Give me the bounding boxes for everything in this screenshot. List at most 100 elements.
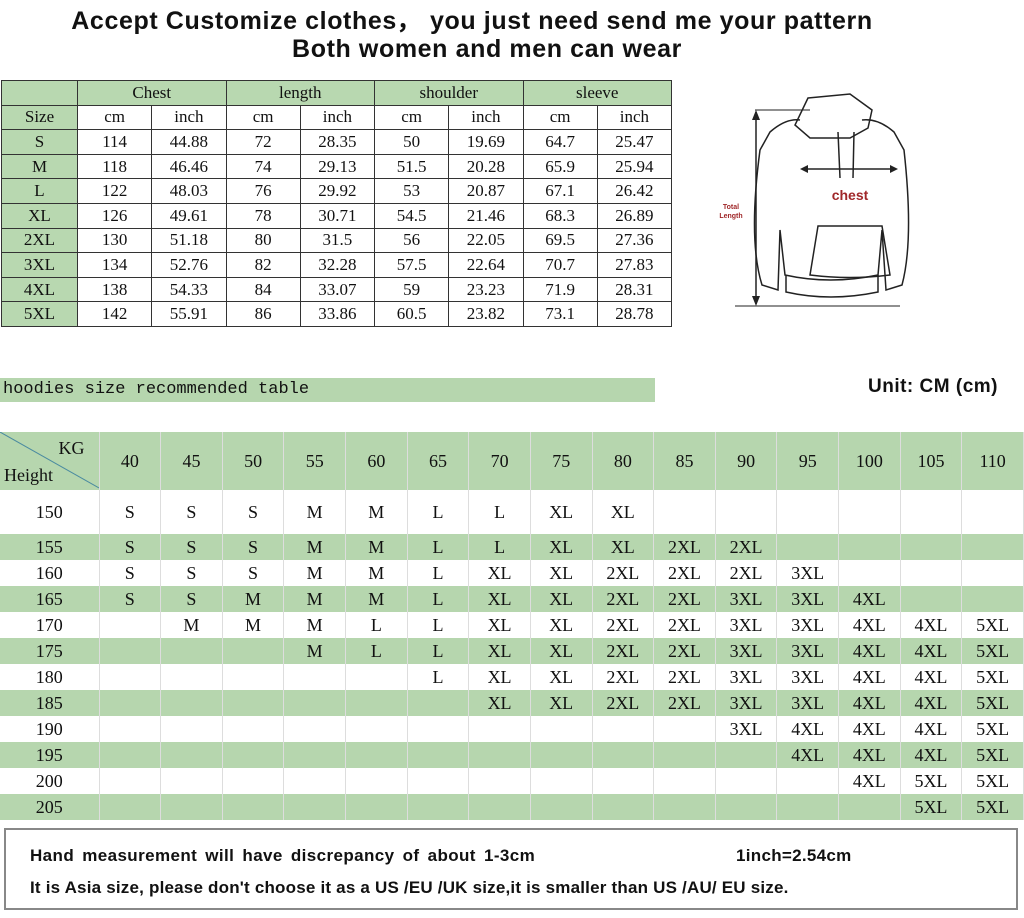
total-label: Total	[723, 204, 739, 211]
table-cell: 67.1	[522, 178, 598, 204]
size-cell	[160, 742, 223, 768]
table-cell: 29.92	[299, 178, 376, 204]
size-cell	[592, 794, 655, 820]
size-cell: 2XL	[592, 612, 655, 638]
size-cell	[407, 716, 470, 742]
size-cell: M	[283, 490, 346, 534]
size-cell: 4XL	[838, 742, 901, 768]
table-cell: 56	[373, 227, 450, 254]
size-cell	[160, 664, 223, 690]
size-cell: L	[345, 612, 408, 638]
height-cell: 185	[0, 690, 100, 716]
height-cell: 155	[0, 534, 100, 560]
size-cell: 3XL	[776, 690, 839, 716]
size-cell: XL	[468, 586, 531, 612]
table-cell: 33.86	[299, 301, 376, 327]
unit-header: cm	[76, 104, 153, 131]
table-row: 200 4XL 5XL 5XL	[0, 768, 1024, 794]
table-row: L 122 48.03 76 29.92 53 20.87 67.1 26.42	[1, 178, 673, 204]
size-cell	[345, 742, 408, 768]
size-cell: XL	[468, 664, 531, 690]
table-row: 170 M M M L L XL XL 2XL 2XL 3XL 3XL 4XL 4XL 5XL	[0, 612, 1024, 638]
size-cell: 5XL	[900, 768, 963, 794]
size-cell	[468, 716, 531, 742]
weight-header: 65	[407, 432, 470, 490]
table-row: XL 126 49.61 78 30.71 54.5 21.46 68.3 26.89	[1, 202, 673, 229]
header-row: Chest length shoulder sleeve	[1, 80, 672, 106]
size-cell: 5XL	[961, 742, 1024, 768]
table-cell: 114	[76, 129, 153, 155]
table-cell: 72	[225, 129, 301, 155]
size-cell	[715, 490, 778, 534]
unit-header: inch	[151, 104, 227, 131]
table-cell: 130	[76, 227, 153, 254]
table-cell: 31.5	[299, 227, 376, 254]
size-cell	[345, 690, 408, 716]
size-cell	[530, 742, 593, 768]
size-cell: 4XL	[900, 612, 963, 638]
size-cell: M	[283, 586, 346, 612]
size-cell: 3XL	[776, 638, 839, 664]
size-cell	[99, 742, 162, 768]
size-cell: XL	[530, 664, 593, 690]
table-cell: 68.3	[522, 202, 598, 229]
table-row: 160 S S S M M L XL XL 2XL 2XL 2XL 3XL	[0, 560, 1024, 586]
note-asia-size: It is Asia size, please don't choose it …	[30, 878, 789, 897]
table-cell: 74	[225, 153, 301, 180]
size-cell	[222, 690, 285, 716]
table-cell: 54.5	[373, 202, 450, 229]
size-cell	[838, 490, 901, 534]
weight-header: 95	[776, 432, 839, 490]
size-measurement-table: Chest length shoulder sleeve Size cm inch cm inc…	[1, 80, 673, 327]
table-cell: 26.89	[596, 202, 673, 229]
size-cell: 3XL	[776, 612, 839, 638]
size-cell	[99, 768, 162, 794]
table-cell: 50	[373, 129, 450, 155]
size-cell: 5XL	[961, 768, 1024, 794]
size-cell: XL	[530, 560, 593, 586]
size-cell	[653, 716, 716, 742]
table-row: 165 S S M M M L XL XL 2XL 2XL 3XL 3XL 4XL	[0, 586, 1024, 612]
size-cell: 4XL	[838, 638, 901, 664]
table-cell: 23.23	[448, 276, 524, 303]
size-cell: L	[407, 664, 470, 690]
size-cell	[222, 638, 285, 664]
size-cell: 5XL	[961, 794, 1024, 820]
size-cell: L	[407, 490, 470, 534]
size-cell: 2XL	[653, 560, 716, 586]
size-cell: M	[222, 586, 285, 612]
height-cell: 160	[0, 560, 100, 586]
size-cell: L	[345, 638, 408, 664]
size-cell	[838, 534, 901, 560]
size-cell: XL	[530, 638, 593, 664]
headline: Accept Customize clothes， you just need …	[71, 7, 873, 35]
size-cell: XL	[592, 534, 655, 560]
table-cell: 118	[76, 153, 153, 180]
size-cell: M	[345, 534, 408, 560]
size-cell	[592, 768, 655, 794]
size-cell	[345, 794, 408, 820]
unit-header: inch	[448, 104, 524, 131]
weight-header: 110	[961, 432, 1024, 490]
table-cell: 20.28	[448, 153, 524, 180]
table-cell: 28.31	[596, 276, 673, 303]
weight-header: 105	[900, 432, 963, 490]
group-header: Chest	[77, 80, 227, 106]
table-cell: 46.46	[151, 153, 227, 180]
size-cell: 2XL	[715, 534, 778, 560]
size-cell	[776, 794, 839, 820]
size-cell	[99, 716, 162, 742]
weight-header-row: KG Height 40 45 50 55 60 65 70 75 80 85 90 95 100 105 11…	[0, 432, 1024, 490]
size-cell	[160, 716, 223, 742]
size-cell: S	[222, 490, 285, 534]
height-cell: 150	[0, 490, 100, 534]
table-cell: 70.7	[522, 252, 598, 278]
size-cell: 3XL	[1, 252, 78, 278]
size-cell: S	[99, 534, 162, 560]
table-cell: 22.05	[448, 227, 524, 254]
size-cell	[345, 716, 408, 742]
size-cell	[653, 794, 716, 820]
size-cell: 2XL	[592, 664, 655, 690]
size-cell: M	[1, 153, 78, 180]
size-cell: XL	[468, 560, 531, 586]
